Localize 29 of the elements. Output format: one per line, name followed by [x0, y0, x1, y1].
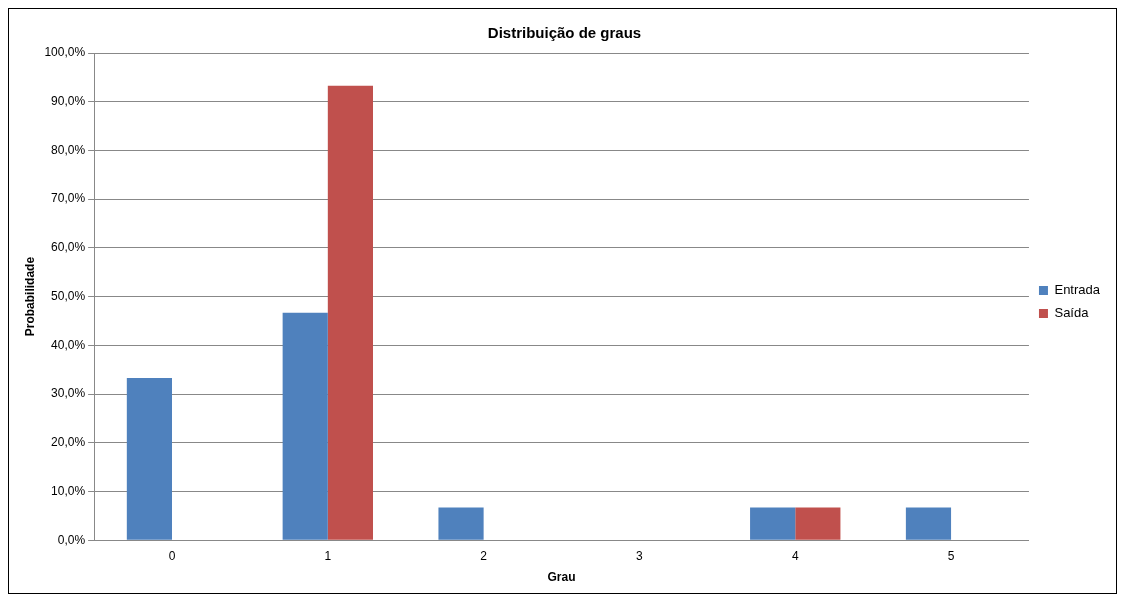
x-tick-label: 1: [324, 548, 332, 563]
y-tick-label: 10,0%: [51, 483, 86, 498]
y-tick-label: 100,0%: [44, 45, 86, 60]
bar: [126, 377, 173, 540]
y-tick-label: 90,0%: [51, 94, 86, 109]
chart-title: Distribuição de graus: [487, 24, 642, 42]
x-tick-label: 2: [480, 548, 488, 563]
bar: [750, 507, 796, 540]
x-axis-title: Grau: [547, 570, 576, 585]
bar: [327, 85, 373, 540]
y-tick-label: 40,0%: [51, 337, 86, 352]
bar: [438, 507, 484, 540]
x-tick-label: 5: [947, 548, 955, 563]
y-tick-label: 50,0%: [51, 288, 86, 303]
y-tick-label: 30,0%: [51, 386, 86, 401]
bar: [905, 507, 952, 540]
legend-label: Saída: [1054, 305, 1090, 321]
bar: [282, 312, 328, 540]
y-tick-label: 20,0%: [51, 435, 86, 450]
x-tick-label: 4: [791, 548, 799, 563]
legend-label: Entrada: [1054, 282, 1101, 298]
y-tick-label: 0,0%: [57, 532, 86, 547]
y-tick-label: 60,0%: [51, 240, 86, 255]
x-tick-label: 3: [636, 548, 644, 563]
x-tick-label: 0: [168, 548, 176, 563]
bar: [795, 507, 841, 540]
y-axis-title: Probabilidade: [22, 256, 37, 337]
y-tick-label: 70,0%: [51, 191, 86, 206]
y-tick-label: 80,0%: [51, 142, 86, 157]
